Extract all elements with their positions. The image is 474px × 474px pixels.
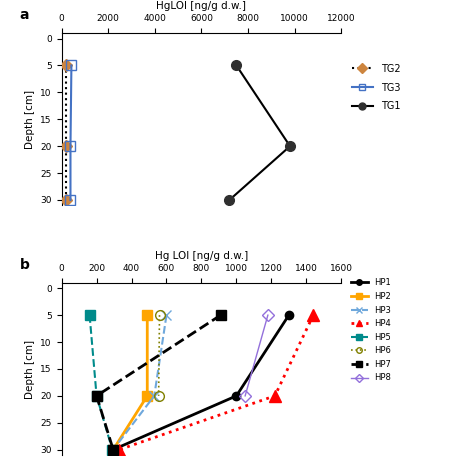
- Text: b: b: [20, 258, 29, 272]
- Y-axis label: Depth [cm]: Depth [cm]: [25, 339, 35, 399]
- X-axis label: HgLOI [ng/g d.w.]: HgLOI [ng/g d.w.]: [156, 1, 246, 11]
- X-axis label: Hg LOI [ng/g d.w.]: Hg LOI [ng/g d.w.]: [155, 251, 248, 261]
- Legend: TG2, TG3, TG1: TG2, TG3, TG1: [352, 64, 401, 111]
- Legend: HP1, HP2, HP3, HP4, HP5, HP6, HP7, HP8: HP1, HP2, HP3, HP4, HP5, HP6, HP7, HP8: [351, 278, 391, 383]
- Text: a: a: [20, 9, 29, 22]
- Y-axis label: Depth [cm]: Depth [cm]: [25, 90, 35, 149]
